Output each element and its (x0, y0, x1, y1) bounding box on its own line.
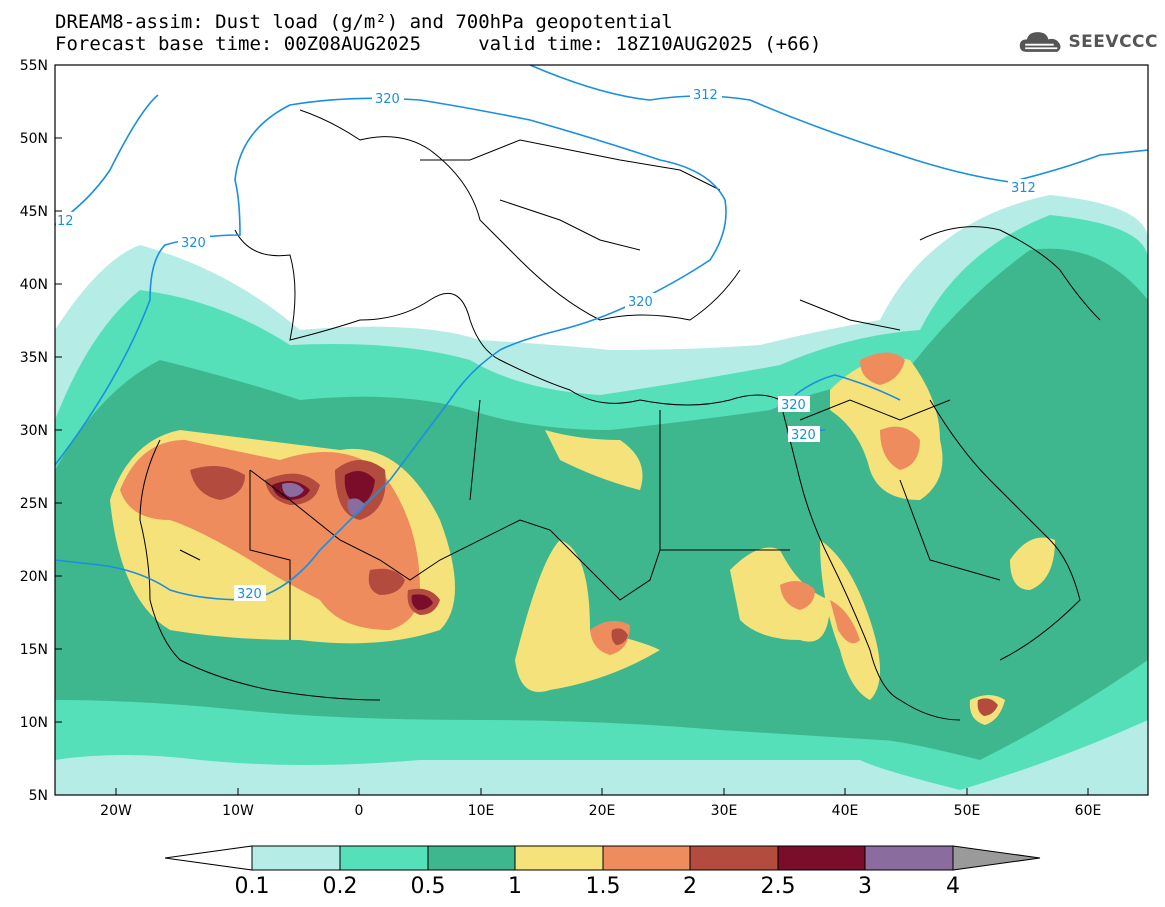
colorbar-label: 2.5 (761, 874, 796, 899)
dust-level-1.5 (860, 352, 905, 385)
colorbar-seg-5 (602, 845, 691, 871)
lon-label: 50E (954, 803, 981, 819)
lat-label: 45N (20, 204, 48, 220)
dust-level-1.5 (780, 581, 815, 610)
coastline (299, 109, 741, 321)
lat-label: 40N (20, 277, 48, 293)
lon-label: 0 (355, 803, 364, 819)
colorbar-seg-8 (864, 845, 954, 871)
logo-text: SEEVCCC (1068, 32, 1158, 52)
lat-label: 55N (20, 58, 48, 74)
contour-label: 312 (693, 88, 718, 103)
dust-level-3 (347, 498, 365, 515)
contour-label: 320 (628, 295, 653, 310)
colorbar-seg-3 (427, 845, 516, 871)
country-border (420, 139, 901, 331)
coastline (929, 399, 1081, 661)
lat-label: 25N (20, 496, 48, 512)
contour-label: 320 (181, 236, 206, 251)
contour-320-west (55, 97, 727, 601)
lat-label: 10N (20, 715, 48, 731)
cloud-icon (1019, 32, 1061, 52)
colorbar-label: 0.1 (235, 874, 270, 899)
dust-level-2 (190, 466, 245, 500)
colorbar: 0.1 0.2 0.5 1 1.5 2 2.5 3 4 (164, 845, 1041, 899)
contour-label: 12 (57, 214, 74, 229)
lon-label: 40E (832, 803, 859, 819)
contour-labels: 320 312 312 320 320 320 320 12 320 (56, 86, 1040, 602)
dust-level-1.5 (880, 426, 920, 470)
contour-label: 312 (1011, 181, 1036, 196)
lon-label: 20E (589, 803, 616, 819)
lon-label: 60E (1075, 803, 1102, 819)
dust-level-1 (515, 540, 660, 692)
dust-level-3 (282, 482, 304, 497)
country-border (179, 399, 1001, 640)
coastline (919, 226, 1101, 321)
colorbar-label: 1 (508, 874, 522, 899)
lat-label: 5N (29, 788, 48, 804)
colorbar-seg-4 (514, 845, 604, 871)
colorbar-seg-6 (689, 845, 779, 871)
lon-label: 30E (711, 803, 738, 819)
contour-label: 320 (375, 92, 400, 107)
colorbar-label: 2 (683, 874, 697, 899)
dust-level-1 (1010, 537, 1055, 590)
contour-label: 320 (237, 587, 262, 602)
contour-312-west (55, 94, 159, 226)
borders (139, 109, 1101, 721)
dust-level-1.5 (830, 600, 860, 644)
latitude-axis: 55N 50N 45N 40N 35N 30N 25N 20N 15N 10N … (20, 58, 62, 804)
lat-label: 30N (20, 423, 48, 439)
map-title: DREAM8-assim: Dust load (g/m²) and 700hP… (55, 11, 673, 33)
dust-level-2 (611, 628, 628, 645)
lon-label: 10E (468, 803, 495, 819)
dust-level-2 (977, 698, 998, 716)
dust-level-1 (545, 430, 643, 490)
colorbar-seg-1 (251, 845, 341, 871)
dust-level-2 (368, 568, 405, 595)
colorbar-label: 4 (946, 874, 960, 899)
colorbar-label: 3 (858, 874, 872, 899)
contour-label: 320 (781, 398, 806, 413)
lat-label: 20N (20, 569, 48, 585)
dust-field (55, 195, 1148, 795)
colorbar-seg-9 (952, 845, 1041, 871)
lon-label: 10W (222, 803, 254, 819)
forecast-times: Forecast base time: 00Z08AUG2025 valid t… (55, 33, 822, 55)
seevccc-logo: SEEVCCC (1018, 24, 1158, 60)
colorbar-seg-2 (339, 845, 429, 871)
lat-label: 35N (20, 350, 48, 366)
dust-level-1 (730, 547, 830, 642)
lon-label: 20W (100, 803, 132, 819)
coastline (139, 439, 381, 701)
dust-level-2.5 (344, 471, 375, 505)
contour-label: 320 (791, 428, 816, 443)
coastline (234, 229, 781, 406)
colorbar-label: 1.5 (586, 874, 621, 899)
colorbar-seg-7 (777, 845, 866, 871)
contour-320-east (794, 374, 901, 401)
colorbar-label: 0.5 (411, 874, 446, 899)
country-border (249, 410, 661, 601)
longitude-axis: 20W 10W 0 10E 20E 30E 40E 50E 60E (100, 788, 1101, 819)
dust-level-2.5 (411, 594, 433, 610)
coastline (779, 399, 961, 721)
lat-label: 50N (20, 131, 48, 147)
colorbar-label: 0.2 (323, 874, 358, 899)
lat-label: 15N (20, 642, 48, 658)
colorbar-seg-0 (164, 845, 253, 871)
